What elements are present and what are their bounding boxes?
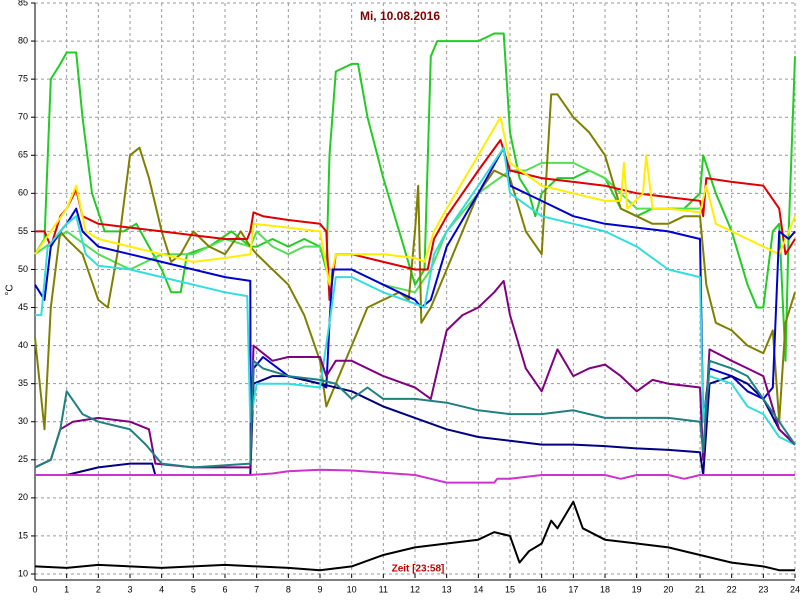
y-tick-label: 30 — [18, 416, 28, 426]
y-tick-label: 85 — [18, 0, 28, 7]
x-tick-label: 21 — [695, 584, 705, 594]
data-line — [34, 116, 796, 286]
x-tick-label: 2 — [96, 584, 101, 594]
x-tick-label: 0 — [32, 584, 37, 594]
x-tick-label: 12 — [410, 584, 420, 594]
x-tick-label: 1 — [64, 584, 69, 594]
data-line — [35, 468, 795, 484]
x-tick-label: 4 — [159, 584, 164, 594]
y-axis-label: °C — [5, 284, 16, 295]
x-tick-label: 20 — [663, 584, 673, 594]
data-line — [34, 279, 796, 469]
x-tick-label: 3 — [127, 584, 132, 594]
y-tick-label: 80 — [18, 35, 28, 45]
chart-title: Mi, 10.08.2016 — [360, 9, 440, 23]
x-tick-label: 11 — [379, 584, 388, 594]
x-tick-label: 19 — [632, 584, 642, 594]
x-tick-label: 5 — [191, 584, 196, 594]
data-line — [34, 93, 796, 431]
x-tick-label: 8 — [286, 584, 291, 594]
data-line — [34, 32, 796, 362]
x-tick-label: 9 — [317, 584, 322, 594]
x-tick-label: 13 — [442, 584, 452, 594]
y-tick-label: 35 — [18, 378, 28, 388]
x-tick-label: 14 — [473, 584, 483, 594]
x-tick-label: 22 — [727, 584, 737, 594]
x-tick-label: 7 — [254, 584, 259, 594]
y-tick-label: 40 — [18, 340, 28, 350]
y-tick-label: 50 — [18, 264, 28, 274]
x-tick-label: 23 — [758, 584, 768, 594]
y-tick-label: 60 — [18, 188, 28, 198]
y-tick-label: 75 — [18, 74, 28, 84]
x-tick-label: 15 — [505, 584, 515, 594]
y-tick-label: 70 — [18, 112, 28, 122]
y-tick-label: 65 — [18, 150, 28, 160]
y-tick-label: 10 — [18, 568, 28, 578]
y-tick-label: 55 — [18, 226, 28, 236]
x-axis-label: Zeit [23:58] — [392, 564, 445, 575]
y-tick-label: 25 — [18, 454, 28, 464]
x-tick-label: 6 — [222, 584, 227, 594]
x-tick-label: 16 — [537, 584, 547, 594]
x-tick-label: 24 — [790, 584, 800, 594]
x-tick-label: 17 — [568, 584, 578, 594]
x-tick-label: 10 — [347, 584, 357, 594]
data-line — [34, 500, 795, 572]
y-tick-label: 15 — [18, 530, 28, 540]
x-tick-label: 18 — [600, 584, 610, 594]
data-line — [34, 359, 796, 469]
data-line — [35, 146, 796, 446]
y-tick-label: 20 — [18, 492, 28, 502]
y-tick-label: 45 — [18, 302, 28, 312]
